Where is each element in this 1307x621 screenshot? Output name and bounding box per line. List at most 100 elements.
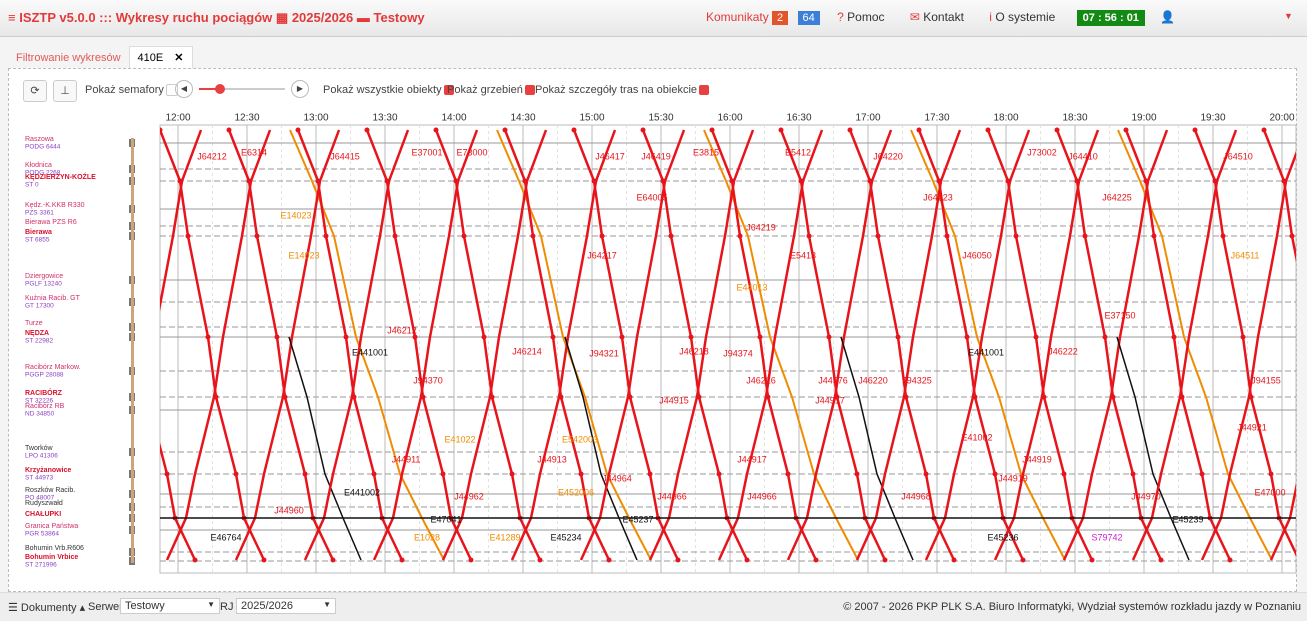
train-label: J94325 xyxy=(902,375,932,385)
stop-dot xyxy=(1075,179,1080,184)
train-label: E46764 xyxy=(210,532,241,542)
train-label: J44966 xyxy=(747,491,777,501)
documents-label: Dokumenty xyxy=(21,602,77,614)
stop-dot xyxy=(689,335,694,340)
station-name: RACIBÓRZ xyxy=(25,388,63,397)
stop-dot xyxy=(579,472,584,477)
stop-dot xyxy=(1131,472,1136,477)
stop-dot xyxy=(607,558,612,563)
time-label: 13:30 xyxy=(372,113,397,124)
train-label: J46220 xyxy=(858,375,888,385)
stop-dot xyxy=(206,335,211,340)
train-label: E37150 xyxy=(1104,310,1135,320)
stop-dot xyxy=(469,558,474,563)
stop-dot xyxy=(365,128,370,133)
station-name: Dziergowice xyxy=(25,273,63,280)
stop-dot xyxy=(952,558,957,563)
train-label: E542003 xyxy=(562,434,598,444)
train-label: J73002 xyxy=(1027,147,1057,157)
stop-dot xyxy=(165,472,170,477)
stop-dot xyxy=(214,395,219,400)
time-label: 13:00 xyxy=(303,113,328,124)
train-label: J64410 xyxy=(1068,151,1098,161)
train-label: E5412 xyxy=(785,147,811,157)
rj-value: 2025/2026 xyxy=(241,600,293,612)
time-label: 14:00 xyxy=(441,113,466,124)
rj-select[interactable]: 2025/2026▼ xyxy=(236,598,336,614)
train-label: E44013 xyxy=(736,282,767,292)
train-label: J64212 xyxy=(197,151,227,161)
documents-menu[interactable]: ☰ Dokumenty ▴ xyxy=(8,601,85,614)
train-label: E37001 xyxy=(411,147,442,157)
stop-dot xyxy=(766,395,771,400)
stop-dot xyxy=(385,179,390,184)
train-label: J94374 xyxy=(723,348,753,358)
train-label: J94321 xyxy=(589,348,619,358)
stop-dot xyxy=(669,234,674,239)
server-value: Testowy xyxy=(125,600,165,612)
stop-dot xyxy=(661,179,666,184)
stop-dot xyxy=(283,395,288,400)
train-label: J44964 xyxy=(602,473,632,483)
train-label: J46218 xyxy=(679,346,709,356)
train-label: J64220 xyxy=(873,151,903,161)
train-label: J44970 xyxy=(1131,491,1161,501)
train-label: J64225 xyxy=(1102,192,1132,202)
stop-dot xyxy=(1021,558,1026,563)
station-code: ST 271996 xyxy=(25,562,57,569)
train-label: J44960 xyxy=(274,505,304,515)
stop-dot xyxy=(68,335,73,340)
stop-dot xyxy=(1083,234,1088,239)
time-label: 14:30 xyxy=(510,113,535,124)
stop-dot xyxy=(986,128,991,133)
station-name: Krzyżanowice xyxy=(25,467,71,474)
stop-dot xyxy=(186,234,191,239)
train-label: J44966 xyxy=(657,491,687,501)
station-code: ST 44973 xyxy=(25,475,53,482)
stop-dot xyxy=(592,179,597,184)
train-label: J46050 xyxy=(962,250,992,260)
server-label: Serwer xyxy=(88,601,123,613)
stop-dot xyxy=(89,128,94,133)
train-label: E41289 xyxy=(489,532,520,542)
stop-dot xyxy=(1055,128,1060,133)
train-label: E14023 xyxy=(288,250,319,260)
footer: ☰ Dokumenty ▴ Serwer Testowy▼ RJ 2025/20… xyxy=(0,592,1307,621)
train-label: J44919 xyxy=(1022,454,1052,464)
train-label: J64219 xyxy=(746,222,776,232)
stop-dot xyxy=(1262,128,1267,133)
stop-dot xyxy=(227,128,232,133)
server-select[interactable]: Testowy▼ xyxy=(120,598,220,614)
track-axis xyxy=(131,138,134,563)
stop-dot xyxy=(779,128,784,133)
stop-dot xyxy=(1124,128,1129,133)
stop-dot xyxy=(799,179,804,184)
stop-dot xyxy=(193,558,198,563)
train-label: E441001 xyxy=(352,347,388,357)
station-name: Rudyszwałd xyxy=(25,500,63,507)
stop-dot xyxy=(641,128,646,133)
stop-dot xyxy=(648,472,653,477)
train-label: E47000 xyxy=(1254,487,1285,497)
stop-dot xyxy=(1090,558,1095,563)
train-label: J64223 xyxy=(923,192,953,202)
stop-dot xyxy=(20,128,25,133)
train-label: J46419 xyxy=(641,151,671,161)
time-label: 16:30 xyxy=(786,113,811,124)
stop-dot xyxy=(1062,472,1067,477)
stop-dot xyxy=(117,234,122,239)
train-label: J44921 xyxy=(1237,422,1267,432)
stop-dot xyxy=(883,558,888,563)
train-label: J44913 xyxy=(537,454,567,464)
stop-dot xyxy=(1193,128,1198,133)
station-name: KĘDZIERZYN-KOŹLE xyxy=(25,172,96,181)
train-label: J44915 xyxy=(659,395,689,405)
train-label: J44917 xyxy=(737,454,767,464)
station-code: PGLF 13240 xyxy=(25,281,62,288)
stop-dot xyxy=(137,335,142,340)
station-name: CHAŁUPKI xyxy=(25,511,61,518)
stop-dot xyxy=(331,558,336,563)
stop-dot xyxy=(109,179,114,184)
train-label: J94155 xyxy=(1251,375,1281,385)
stop-dot xyxy=(1249,395,1254,400)
